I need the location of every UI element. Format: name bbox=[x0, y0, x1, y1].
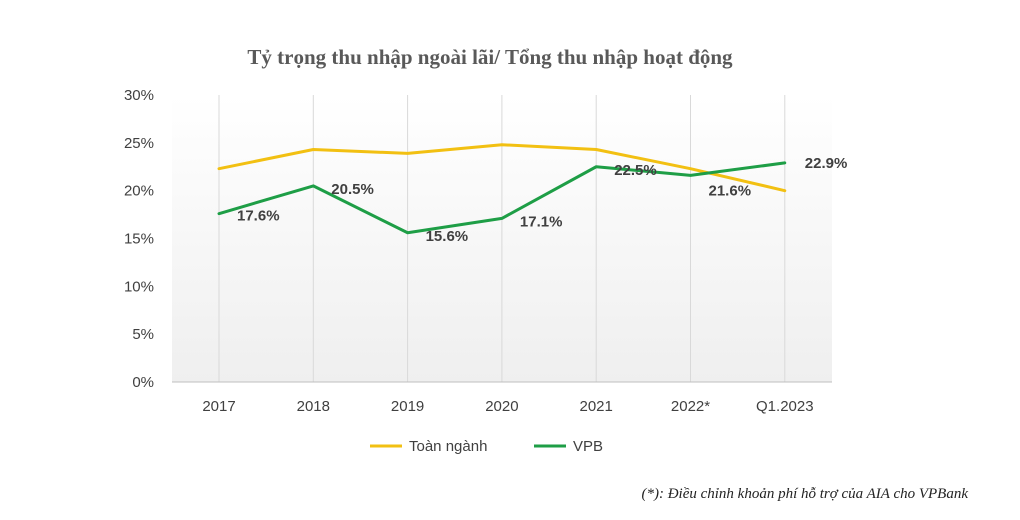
x-tick-label-6: Q1.2023 bbox=[756, 398, 814, 415]
y-tick-label-1: 5% bbox=[132, 326, 154, 343]
x-tick-label-1: 2018 bbox=[297, 398, 330, 415]
chart-title: Tỷ trọng thu nhập ngoài lãi/ Tổng thu nh… bbox=[247, 45, 733, 69]
data-label-vpb-4: 22.5% bbox=[614, 162, 657, 179]
x-tick-label-5: 2022* bbox=[671, 398, 710, 415]
legend: Toàn ngành VPB bbox=[370, 438, 603, 455]
y-tick-label-2: 10% bbox=[124, 278, 154, 295]
footnote: (*): Điều chỉnh khoản phí hỗ trợ của AIA… bbox=[641, 486, 968, 502]
y-tick-label-6: 30% bbox=[124, 87, 154, 104]
data-label-vpb-5: 21.6% bbox=[709, 182, 752, 199]
x-tick-label-4: 2021 bbox=[580, 398, 613, 415]
x-tick-label-3: 2020 bbox=[485, 398, 518, 415]
series-line-toan-nganh bbox=[217, 143, 787, 193]
series-line-vpb bbox=[217, 161, 787, 235]
x-tick-label-0: 2017 bbox=[202, 398, 235, 415]
y-tick-label-5: 25% bbox=[124, 135, 154, 152]
data-label-vpb-3: 17.1% bbox=[520, 213, 563, 230]
data-label-vpb-2: 15.6% bbox=[426, 228, 469, 245]
y-tick-label-3: 15% bbox=[124, 231, 154, 248]
grid-lines bbox=[218, 95, 786, 382]
y-tick-label-4: 20% bbox=[124, 183, 154, 200]
x-tick-label-2: 2019 bbox=[391, 398, 424, 415]
legend-label-toan-nganh: Toàn ngành bbox=[409, 438, 487, 455]
y-tick-label-0: 0% bbox=[132, 374, 154, 391]
data-label-vpb-1: 20.5% bbox=[331, 181, 374, 198]
data-label-vpb-0: 17.6% bbox=[237, 208, 280, 225]
data-label-vpb-6: 22.9% bbox=[805, 155, 848, 172]
data-labels: 17.6% 20.5% 15.6% 17.1% 22.5% 21.6% 22.9% bbox=[237, 155, 847, 245]
axes: 0% 5% 10% 15% 20% 25% 30% 2017 2018 2019 2020 2021 2… bbox=[124, 87, 832, 415]
series-layer bbox=[217, 143, 787, 235]
legend-label-vpb: VPB bbox=[573, 438, 603, 455]
